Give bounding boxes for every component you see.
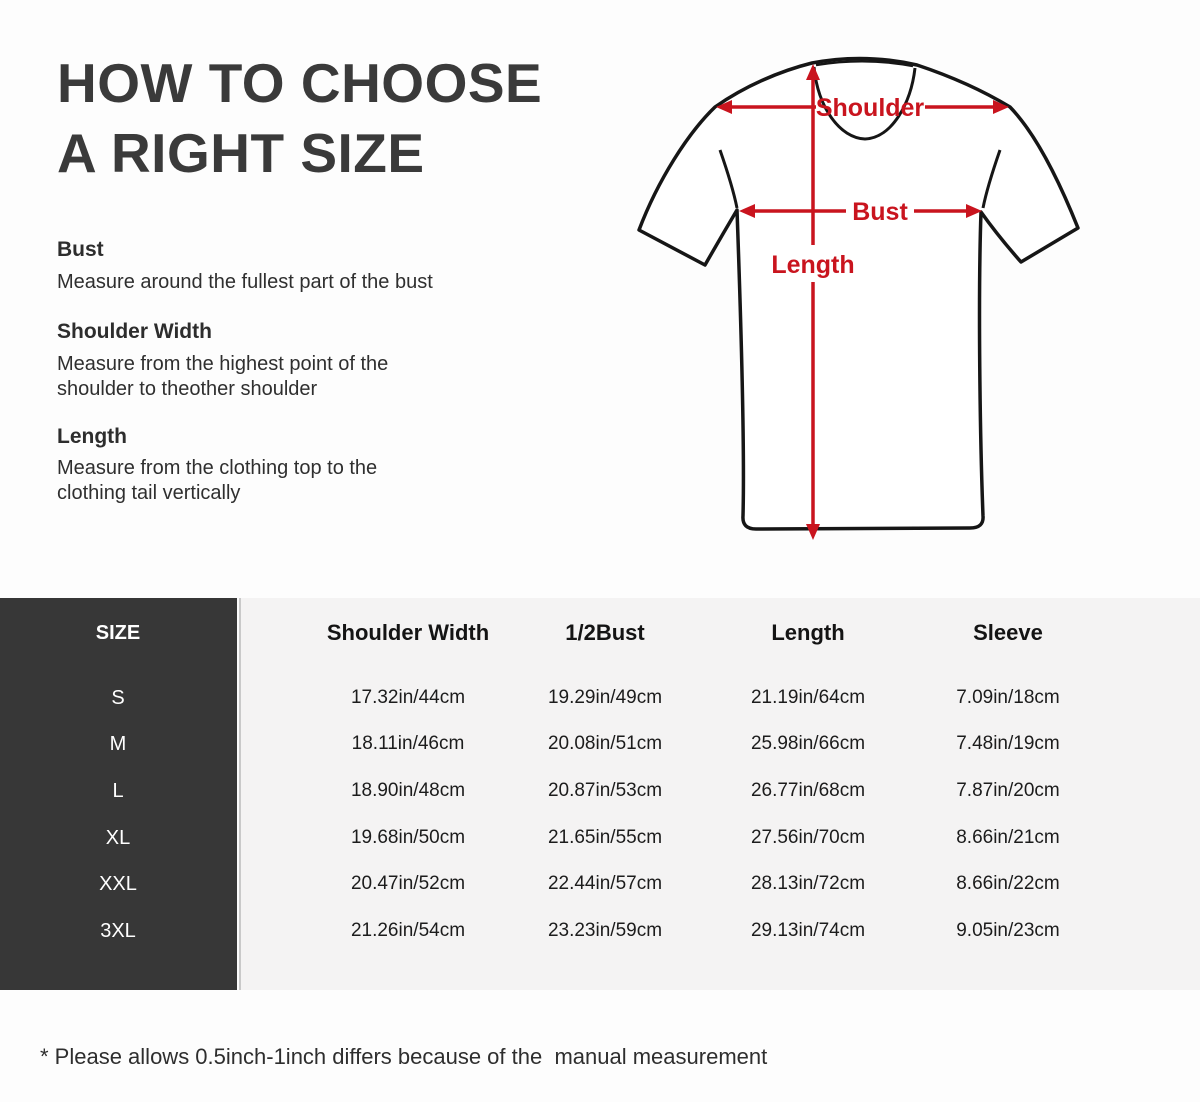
table-header-row: SIZE Shoulder Width 1/2Bust Length Sleev… [0, 620, 1200, 646]
instruction-text-bust: Measure around the fullest part of the b… [57, 271, 433, 293]
measurement-disclaimer: * Please allows 0.5inch-1inch differs be… [40, 1044, 768, 1069]
half-bust-cell: 20.87in/53cm [547, 780, 663, 801]
shoulder-width-cell: 17.32in/44cm [350, 687, 466, 708]
sleeve-cell: 8.66in/22cm [956, 873, 1060, 894]
length-cell: 21.19in/64cm [750, 687, 866, 708]
length-cell: 26.77in/68cm [750, 780, 866, 801]
shoulder-arrowhead-right [993, 100, 1009, 114]
column-header-sleeve: Sleeve [973, 620, 1043, 645]
length-cell: 28.13in/72cm [750, 873, 866, 894]
size-cell: M [109, 733, 127, 755]
collar-band-line [815, 60, 914, 68]
length-cell: 27.56in/70cm [750, 827, 866, 848]
diagram-label-bust: Bust [852, 198, 908, 226]
half-bust-cell: 21.65in/55cm [547, 827, 663, 848]
size-cell: L [112, 780, 124, 802]
length-cell: 25.98in/66cm [750, 733, 866, 754]
column-header-shoulder-width: Shoulder Width [326, 620, 490, 645]
table-row: M 18.11in/46cm 20.08in/51cm 25.98in/66cm… [0, 731, 1200, 757]
instruction-text-shoulder-width: Measure from the highest point of the sh… [57, 353, 389, 400]
sleeve-cell: 7.09in/18cm [956, 687, 1060, 708]
table-row: L 18.90in/48cm 20.87in/53cm 26.77in/68cm… [0, 778, 1200, 804]
size-column-panel [0, 598, 237, 990]
instruction-text-length: Measure from the clothing top to the clo… [57, 457, 378, 504]
half-bust-cell: 19.29in/49cm [547, 687, 663, 708]
shoulder-width-cell: 19.68in/50cm [350, 827, 466, 848]
shoulder-width-cell: 18.11in/46cm [351, 733, 465, 754]
column-header-size: SIZE [95, 622, 141, 644]
shoulder-width-cell: 20.47in/52cm [350, 873, 466, 894]
sleeve-cell: 8.66in/21cm [956, 827, 1060, 848]
title-line-2: A RIGHT SIZE [57, 122, 425, 184]
bust-arrowhead-right [966, 204, 982, 218]
size-cell: XL [105, 827, 131, 849]
diagram-label-shoulder: Shoulder [816, 94, 925, 122]
size-table: SIZE Shoulder Width 1/2Bust Length Sleev… [0, 598, 1200, 990]
armhole-seam-right [981, 149, 1002, 209]
sleeve-cell: 7.48in/19cm [956, 733, 1060, 754]
page-title: HOW TO CHOOSE A RIGHT SIZE [57, 48, 542, 188]
table-row: XL 19.68in/50cm 21.65in/55cm 27.56in/70c… [0, 825, 1200, 851]
sleeve-cell: 9.05in/23cm [956, 920, 1060, 941]
tshirt-measurement-diagram: Shoulder Bust Length [620, 38, 1190, 553]
title-line-1: HOW TO CHOOSE [57, 52, 543, 114]
table-row: S 17.32in/44cm 19.29in/49cm 21.19in/64cm… [0, 685, 1200, 711]
collar-neckline [812, 66, 917, 141]
tshirt-diagram-svg: Shoulder Bust Length [637, 56, 1080, 540]
length-arrowhead-bottom [806, 524, 820, 540]
table-row: 3XL 21.26in/54cm 23.23in/59cm 29.13in/74… [0, 918, 1200, 944]
sleeve-cell: 7.87in/20cm [956, 780, 1060, 801]
shoulder-width-cell: 21.26in/54cm [350, 920, 466, 941]
half-bust-cell: 22.44in/57cm [547, 873, 663, 894]
shoulder-arrowhead-left [716, 100, 732, 114]
bust-arrowhead-left [739, 204, 755, 218]
shoulder-width-cell: 18.90in/48cm [350, 780, 466, 801]
column-header-half-bust: 1/2Bust [565, 620, 645, 645]
half-bust-cell: 20.08in/51cm [547, 733, 663, 754]
instruction-heading-bust: Bust [57, 238, 104, 261]
size-cell: S [111, 687, 125, 709]
armhole-seam-left [718, 149, 739, 209]
column-header-length: Length [771, 620, 845, 645]
tshirt-outline [637, 56, 1080, 531]
length-arrowhead-top [806, 64, 820, 80]
table-row: XXL 20.47in/52cm 22.44in/57cm 28.13in/72… [0, 871, 1200, 897]
length-cell: 29.13in/74cm [750, 920, 866, 941]
size-cell: 3XL [100, 920, 136, 942]
size-cell: XXL [99, 873, 137, 895]
half-bust-cell: 23.23in/59cm [547, 920, 663, 941]
diagram-label-length: Length [771, 251, 854, 279]
instruction-heading-shoulder-width: Shoulder Width [57, 320, 212, 343]
instruction-heading-length: Length [57, 425, 127, 448]
